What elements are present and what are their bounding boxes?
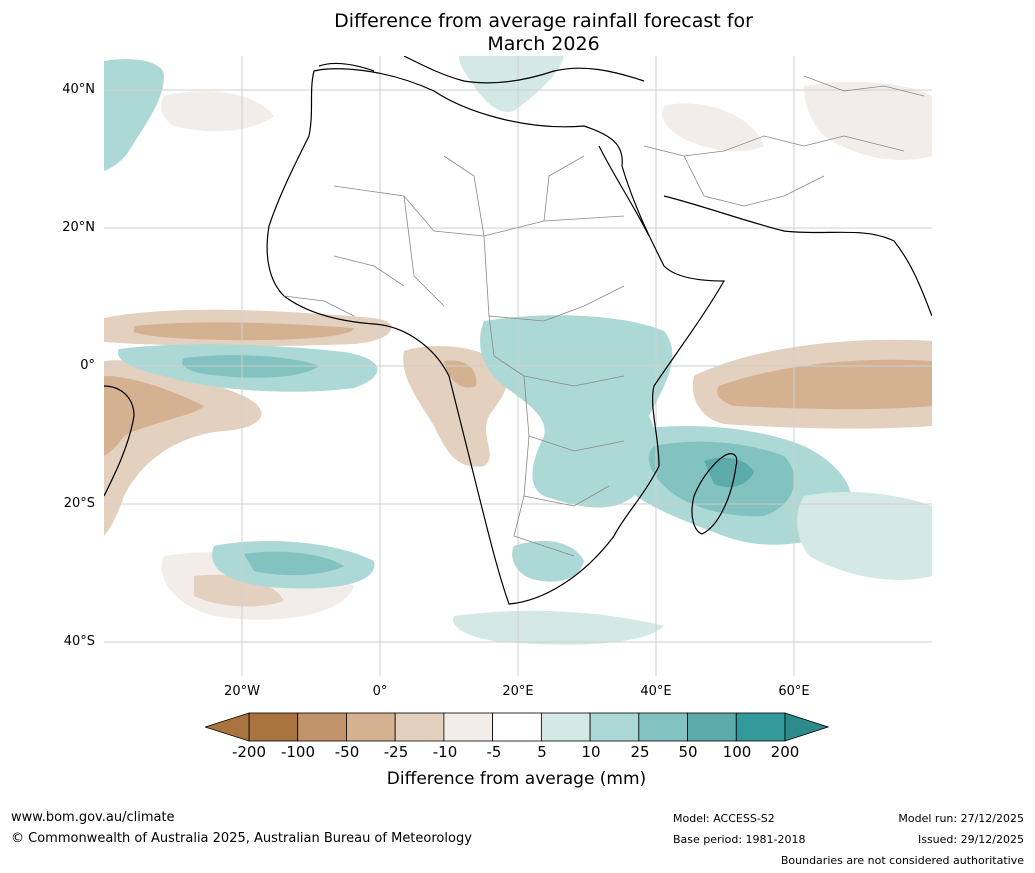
- colorbar-tick: 100: [722, 743, 752, 761]
- map-canvas: [104, 56, 932, 676]
- colorbar-tick: -25: [383, 743, 409, 761]
- asia-coastline: [663, 195, 932, 317]
- dry-anomaly-congo: [403, 346, 508, 467]
- red-sea-coastline: [598, 145, 650, 237]
- colorbar: [205, 712, 829, 742]
- colorbar-tick: 50: [678, 743, 698, 761]
- africa-coastline: [266, 68, 726, 605]
- colorbar-box: [540, 712, 591, 742]
- wet-anomaly-south-africa: [512, 541, 584, 582]
- country-boundaries: [283, 75, 925, 557]
- colorbar-box: [443, 712, 494, 742]
- title-line-2: March 2026: [487, 33, 600, 55]
- footer-disclaimer: Boundaries are not considered authoritat…: [780, 854, 1024, 867]
- anomaly-fields: [104, 56, 932, 645]
- dry-anomaly-southern-ocean-core: [194, 574, 284, 607]
- wet-anomaly-southern-band: [453, 610, 664, 645]
- lon-label-20e: 20°E: [502, 684, 534, 699]
- wet-anomaly-south-atlantic-core: [244, 551, 344, 576]
- graticule: [104, 56, 932, 676]
- colorbar-box: [687, 712, 737, 742]
- colorbar-tick: 25: [630, 743, 650, 761]
- lat-label-40s: 40°S: [63, 634, 95, 649]
- wet-anomaly-mediterranean: [459, 56, 564, 112]
- colorbar-box: [394, 712, 445, 742]
- colorbar-extend-low: [205, 712, 250, 742]
- dry-anomaly-middle-east: [804, 81, 932, 160]
- lon-label-0: 0°: [372, 684, 388, 699]
- colorbar-tick: 200: [770, 743, 800, 761]
- madagascar-coastline: [691, 453, 738, 535]
- europe-coastline: [318, 56, 645, 84]
- colorbar-box: [638, 712, 688, 742]
- dry-anomaly-indian-ocean-core: [717, 359, 932, 410]
- lon-label-40e: 40°E: [640, 684, 672, 699]
- colorbar-extend-high: [784, 712, 829, 742]
- colorbar-tick: -200: [231, 743, 267, 761]
- colorbar-box: [735, 712, 786, 742]
- colorbar-box: [346, 712, 396, 742]
- title-line-1: Difference from average rainfall forecas…: [334, 10, 753, 32]
- colorbar-tick: -100: [280, 743, 316, 761]
- wet-anomaly-southwest-indian: [797, 491, 932, 580]
- lat-label-20s: 20°S: [63, 496, 95, 511]
- colorbar-box: [248, 712, 299, 742]
- colorbar-label: Difference from average (mm): [386, 769, 647, 789]
- lon-label-20w: 20°W: [224, 684, 260, 699]
- colorbar-box: [589, 712, 640, 742]
- lat-label-equator: 0°: [80, 358, 95, 373]
- dry-anomaly-south-america-core: [104, 376, 204, 456]
- colorbar-tick: -10: [432, 743, 458, 761]
- footer-base-period: Base period: 1981-2018: [673, 833, 806, 846]
- dry-anomaly-congo-core: [444, 360, 477, 388]
- wet-anomaly-north-atlantic: [104, 59, 164, 171]
- footer-issued: Issued: 29/12/2025: [917, 833, 1024, 846]
- colorbar-tick: 5: [537, 743, 547, 761]
- wet-anomaly-madagascar-core: [704, 457, 754, 488]
- footer-website[interactable]: www.bom.gov.au/climate: [11, 810, 175, 825]
- map-title: Difference from average rainfall forecas…: [0, 10, 1035, 56]
- dry-anomaly-equatorial-atlantic-core: [134, 322, 354, 341]
- lat-label-40n: 40°N: [62, 82, 95, 97]
- footer-copyright: © Commonwealth of Australia 2025, Austra…: [11, 831, 472, 846]
- footer-model: Model: ACCESS-S2: [673, 812, 775, 825]
- colorbar-box: [492, 712, 542, 742]
- dry-anomaly-arabian-peninsula: [662, 103, 764, 152]
- lon-label-60e: 60°E: [778, 684, 810, 699]
- colorbar-tick: 10: [581, 743, 601, 761]
- lat-label-20n: 20°N: [62, 220, 95, 235]
- south-america-coastline: [104, 385, 135, 497]
- colorbar-tick: -5: [486, 743, 502, 761]
- colorbar-box: [297, 712, 347, 742]
- footer-model-run: Model run: 27/12/2025: [898, 812, 1024, 825]
- colorbar-tick: -50: [334, 743, 360, 761]
- coastlines: [104, 56, 932, 605]
- dry-anomaly-north-atlantic: [161, 91, 274, 132]
- rainfall-map: [104, 56, 932, 676]
